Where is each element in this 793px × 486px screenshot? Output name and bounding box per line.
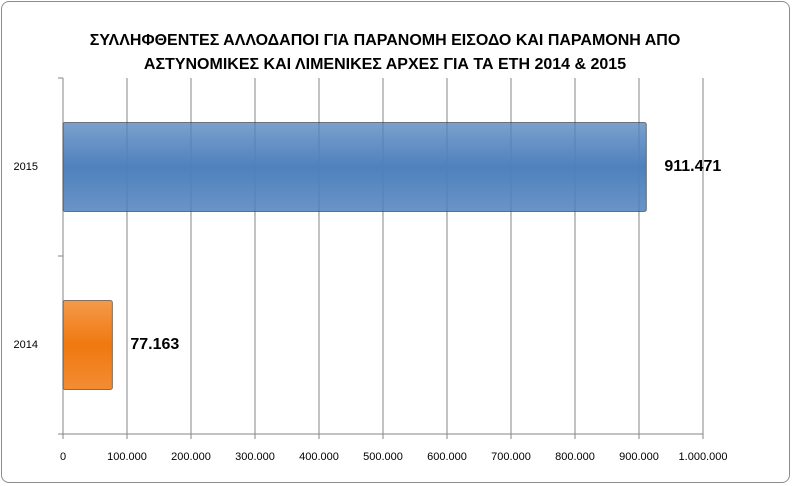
- x-tick-label: 900.000: [619, 451, 659, 463]
- x-tick-label: 400.000: [299, 451, 339, 463]
- bar: [62, 300, 113, 390]
- value-label: 77.163: [130, 336, 179, 353]
- value-label: 911.471: [664, 158, 721, 175]
- x-tick-label: 700.000: [491, 451, 531, 463]
- x-tick-label: 300.000: [235, 451, 275, 463]
- x-tick-label: 1.000.000: [679, 451, 728, 463]
- x-tick-label: 800.000: [555, 451, 595, 463]
- y-tick-label: 2014: [14, 339, 38, 351]
- y-tick-label: 2015: [14, 161, 38, 173]
- x-tick-label: 600.000: [427, 451, 467, 463]
- chart-title: ΣΥΛΛΗΦΘΕΝΤΕΣ ΑΛΛΟΔΑΠΟΙ ΓΙΑ ΠΑΡΑΝΟΜΗ ΕΙΣΟ…: [89, 32, 681, 73]
- x-tick-label: 500.000: [363, 451, 403, 463]
- x-tick-label: 0: [60, 451, 66, 463]
- x-tick-label: 100.000: [107, 451, 147, 463]
- bar: [62, 122, 647, 212]
- x-tick-label: 200.000: [171, 451, 211, 463]
